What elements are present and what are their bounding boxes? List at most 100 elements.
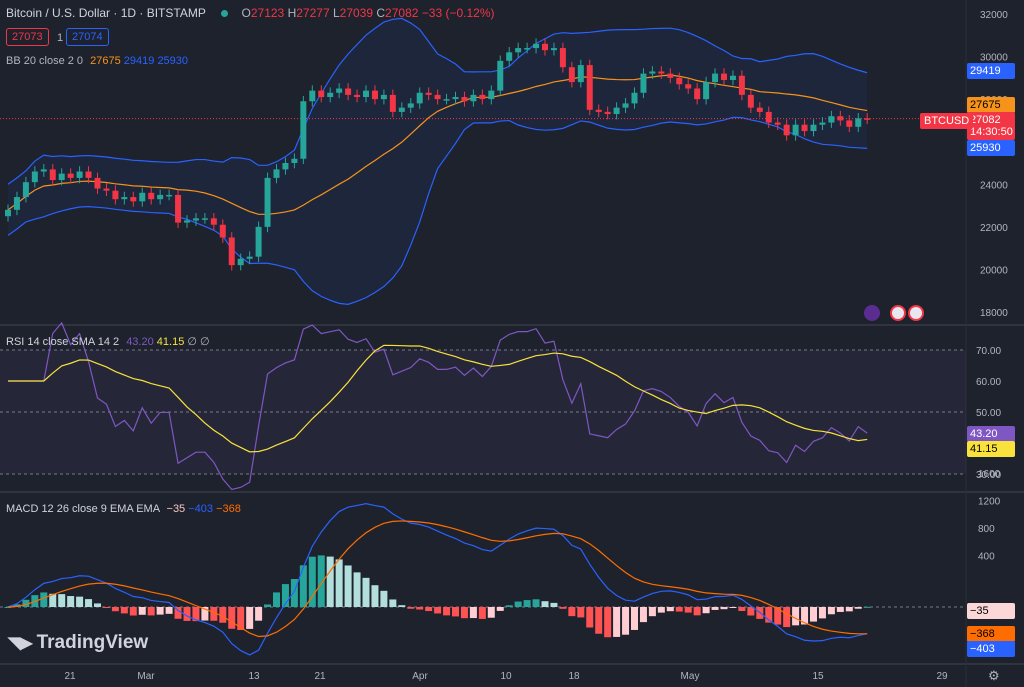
candle-body bbox=[219, 224, 226, 238]
candle-body bbox=[389, 94, 396, 112]
open-value: 27123 bbox=[250, 6, 285, 20]
macd-hist-bar bbox=[201, 607, 209, 621]
macd-hist-bar bbox=[273, 592, 280, 607]
candle-body bbox=[291, 158, 298, 163]
candle-body bbox=[756, 107, 763, 112]
macd-hist-bar bbox=[237, 607, 245, 630]
last-price-value: 27082 bbox=[970, 114, 1001, 126]
macd-signal-value: −368 bbox=[216, 503, 241, 515]
rsi-legend[interactable]: RSI 14 close SMA 14 2 43.20 41.15 ∅ ∅ bbox=[6, 335, 210, 348]
tradingview-logo[interactable]: ◥▶ TradingView bbox=[8, 632, 148, 654]
bb-legend[interactable]: BB 20 close 2 0 27675 29419 25930 bbox=[6, 55, 188, 67]
rsi-sma-line bbox=[8, 344, 868, 453]
candle-body bbox=[649, 71, 656, 74]
candle-body bbox=[407, 103, 414, 108]
macd-hist-bar bbox=[818, 607, 826, 619]
settings-gear-icon[interactable]: ⚙ bbox=[988, 668, 1000, 683]
macd-hist-bar bbox=[827, 607, 835, 615]
macd-hist-bar bbox=[747, 607, 755, 616]
macd-hist-bar bbox=[595, 607, 603, 634]
macd-hist-bar bbox=[738, 607, 746, 612]
candle-body bbox=[443, 99, 450, 101]
rsi-line bbox=[8, 321, 868, 491]
macd-axis-tick: 1200 bbox=[978, 497, 1001, 508]
bb-lower-tag: 25930 bbox=[967, 140, 1015, 156]
macd-hist-bar bbox=[514, 601, 522, 607]
candle-body bbox=[479, 94, 486, 100]
candle-body bbox=[515, 48, 522, 53]
candle-body bbox=[801, 124, 808, 132]
macd-hist-bar bbox=[156, 607, 164, 615]
macd-hist-bar bbox=[478, 607, 486, 619]
candle-body bbox=[470, 94, 477, 102]
candle-body bbox=[792, 124, 799, 136]
bb-label: BB 20 close 2 0 bbox=[6, 55, 84, 67]
macd-hist-bar bbox=[76, 596, 84, 607]
macd-axis-tick: 800 bbox=[978, 524, 995, 535]
candle-body bbox=[488, 90, 495, 100]
candle-body bbox=[524, 48, 531, 50]
macd-hist-bar bbox=[362, 577, 370, 607]
macd-hist-bar bbox=[147, 607, 155, 616]
candle-body bbox=[604, 111, 611, 115]
candle-body bbox=[327, 92, 334, 98]
candle-body bbox=[694, 88, 701, 100]
rsi-sma-value: 41.15 bbox=[156, 336, 185, 348]
ask-box[interactable]: 27074 bbox=[66, 28, 109, 46]
macd-hist-bar bbox=[255, 607, 263, 621]
macd-hist-bar bbox=[353, 572, 361, 607]
price-axis-tick: 32000 bbox=[980, 10, 1008, 21]
candle-body bbox=[497, 60, 504, 91]
macd-hist-bar bbox=[4, 607, 12, 608]
macd-hist-bar bbox=[845, 607, 853, 612]
macd-hist-bar bbox=[246, 607, 254, 629]
macd-hist-bar bbox=[711, 607, 719, 610]
flash-icon[interactable] bbox=[864, 305, 880, 321]
candle-body bbox=[237, 258, 244, 266]
rsi-tag: 43.20 bbox=[967, 426, 1015, 442]
macd-hist-bar bbox=[434, 607, 442, 614]
candle-body bbox=[210, 218, 217, 225]
candle-body bbox=[819, 122, 826, 125]
macd-legend[interactable]: MACD 12 26 close 9 EMA EMA −35 −403 −368 bbox=[6, 503, 241, 515]
symbol-title[interactable]: Bitcoin / U.S. Dollar · 1D · BITSTAMP bbox=[6, 6, 206, 20]
macd-hist-bar bbox=[264, 604, 272, 607]
candle-body bbox=[139, 192, 146, 202]
candle-body bbox=[85, 171, 92, 178]
rsi-label: RSI 14 close SMA 14 2 bbox=[6, 336, 120, 348]
macd-axis-tick: 400 bbox=[978, 552, 995, 563]
candle-body bbox=[201, 218, 208, 220]
macd-hist-bar bbox=[281, 584, 289, 607]
candle-body bbox=[282, 163, 289, 170]
bid-box[interactable]: 27073 bbox=[6, 28, 49, 46]
macd-signal-tag: −368 bbox=[967, 626, 1015, 642]
rsi-sma-tag: 41.15 bbox=[967, 441, 1015, 457]
candle-body bbox=[354, 94, 361, 98]
candle-body bbox=[22, 182, 29, 198]
candle-body bbox=[685, 84, 692, 89]
macd-hist-bar bbox=[657, 607, 665, 613]
bb-lower-value: 25930 bbox=[157, 55, 189, 67]
candle-body bbox=[864, 118, 871, 120]
macd-hist-bar bbox=[568, 607, 576, 617]
us-flag-icon[interactable] bbox=[890, 305, 906, 321]
macd-hist-bar bbox=[675, 607, 683, 612]
candle-body bbox=[363, 90, 369, 98]
candle-body bbox=[76, 171, 83, 178]
candle-body bbox=[425, 92, 432, 95]
macd-hist-bar bbox=[111, 607, 119, 612]
macd-hist-bar bbox=[40, 592, 48, 607]
macd-hist-bar bbox=[308, 556, 316, 607]
macd-hist-bar bbox=[496, 607, 504, 611]
signal-line bbox=[7, 520, 868, 638]
candle-body bbox=[774, 122, 781, 125]
high-label: H bbox=[287, 6, 297, 20]
time-axis-tick: Apr bbox=[412, 671, 428, 682]
time-axis-tick: 21 bbox=[314, 671, 326, 682]
us-flag-icon-2[interactable] bbox=[908, 305, 924, 321]
candle-body bbox=[658, 71, 665, 74]
macd-hist-bar bbox=[541, 601, 549, 607]
candle-body bbox=[300, 101, 307, 159]
macd-hist-bar bbox=[586, 607, 594, 628]
